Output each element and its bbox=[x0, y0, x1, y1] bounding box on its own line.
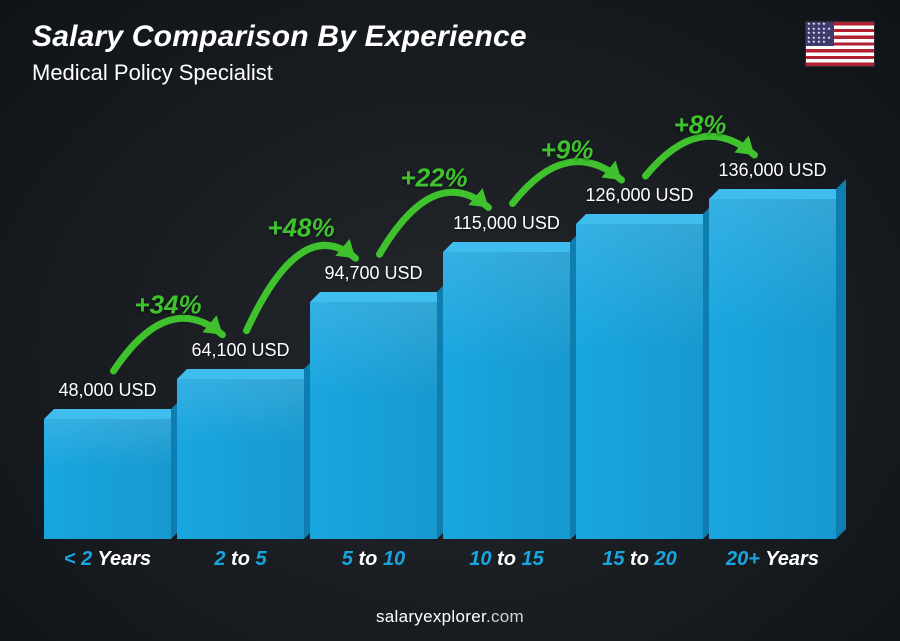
bar-slot: 94,700 USD bbox=[310, 263, 437, 539]
bar-slot: 126,000 USD bbox=[576, 185, 703, 539]
chart-title: Salary Comparison By Experience bbox=[32, 20, 527, 54]
bar bbox=[443, 252, 570, 540]
us-flag-icon bbox=[806, 22, 874, 66]
x-axis-label: 10 to 15 bbox=[443, 548, 570, 571]
bars-container: 48,000 USD 64,100 USD 94,700 USD 115,000 US… bbox=[40, 100, 840, 539]
site-name: salaryexplorer bbox=[376, 607, 486, 626]
bar-slot: 48,000 USD bbox=[44, 380, 171, 539]
chart-subtitle: Medical Policy Specialist bbox=[32, 60, 527, 86]
x-axis-label: 15 to 20 bbox=[576, 548, 703, 571]
x-axis-label: < 2 Years bbox=[44, 548, 171, 571]
bar bbox=[709, 199, 836, 539]
x-axis-labels: < 2 Years 2 to 5 5 to 10 10 to 15 15 to 20 20… bbox=[40, 548, 840, 571]
bar-value-label: 94,700 USD bbox=[324, 263, 422, 284]
bar-value-label: 48,000 USD bbox=[58, 380, 156, 401]
site-tld: .com bbox=[486, 607, 524, 626]
infographic-container: Salary Comparison By Experience Medical … bbox=[0, 0, 900, 641]
bar-value-label: 115,000 USD bbox=[453, 213, 560, 234]
footer-credit: salaryexplorer.com bbox=[0, 607, 900, 627]
bar-slot: 64,100 USD bbox=[177, 340, 304, 539]
bar bbox=[576, 224, 703, 539]
bar bbox=[44, 419, 171, 539]
header: Salary Comparison By Experience Medical … bbox=[32, 20, 527, 86]
x-axis-label: 20+ Years bbox=[709, 548, 836, 571]
bar bbox=[310, 302, 437, 539]
bar-slot: 115,000 USD bbox=[443, 213, 570, 540]
x-axis-label: 2 to 5 bbox=[177, 548, 304, 571]
bar-value-label: 64,100 USD bbox=[191, 340, 289, 361]
bar-slot: 136,000 USD bbox=[709, 160, 836, 539]
chart-area: 48,000 USD 64,100 USD 94,700 USD 115,000 US… bbox=[40, 100, 840, 571]
x-axis-label: 5 to 10 bbox=[310, 548, 437, 571]
bar-value-label: 136,000 USD bbox=[718, 160, 826, 181]
bar bbox=[177, 379, 304, 539]
bar-value-label: 126,000 USD bbox=[585, 185, 693, 206]
